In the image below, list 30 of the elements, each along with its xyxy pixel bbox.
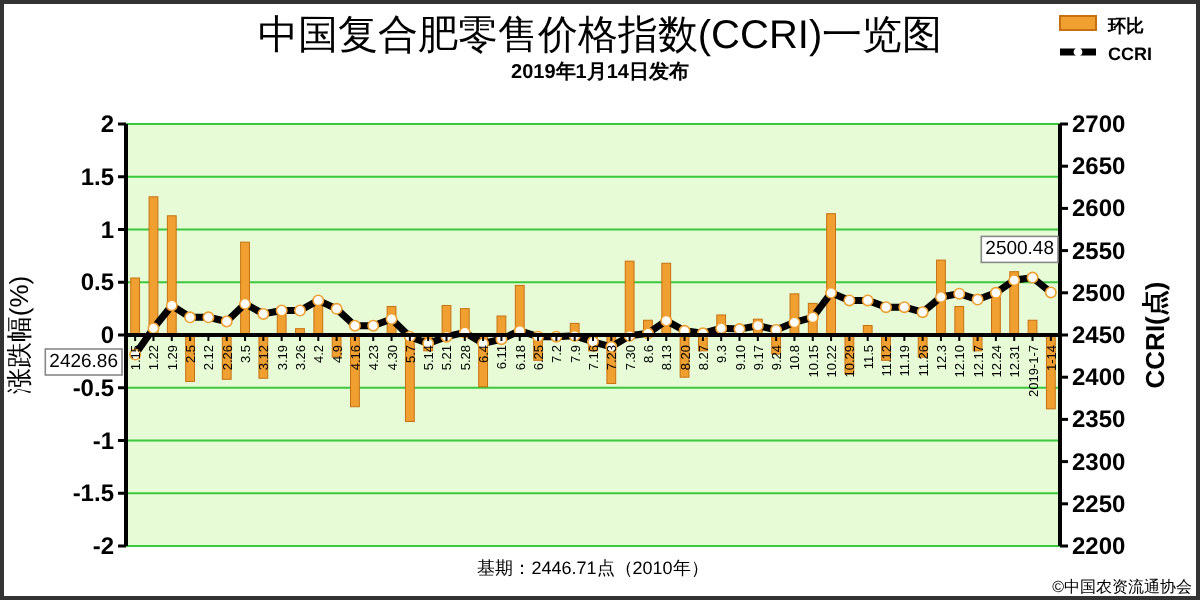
y2-tick-label: 2650: [1072, 152, 1127, 181]
data-label: 2500.48: [985, 238, 1054, 261]
y2-tick-label: 2700: [1072, 110, 1127, 138]
y2-tick-label: 2250: [1072, 489, 1127, 518]
y-tick-label: 1: [100, 215, 115, 244]
y-tick-label: -1: [92, 426, 115, 455]
y2-tick-label: 2450: [1072, 321, 1127, 349]
y2-tick-label: 2550: [1072, 236, 1127, 265]
y-tick-label: 2: [100, 110, 115, 138]
text: ©中国农资流通协会: [1052, 578, 1192, 596]
chart-subtitle: 2019年1月14日发布: [511, 60, 689, 84]
y-axis-title: 涨跌幅(%): [4, 275, 34, 395]
y2-tick-label: 2300: [1072, 447, 1127, 476]
y2-tick-label: 2500: [1072, 278, 1127, 307]
y-tick-label: -1.5: [72, 479, 115, 508]
chart-title: 中国复合肥零售价格指数(CCRI)一览图: [257, 14, 943, 58]
y2-axis-title: CCRI(点): [1140, 281, 1170, 389]
legend-label: 环比: [1106, 16, 1144, 36]
y2-tick-label: 2400: [1072, 363, 1127, 392]
y-tick-label: -0.5: [72, 373, 115, 402]
y2-tick-label: 2350: [1072, 405, 1127, 434]
y-tick-label: 0: [100, 321, 115, 349]
y2-tick-label: 2200: [1072, 532, 1127, 560]
text: 基期：2446.71点（2010年）: [477, 558, 709, 578]
y-tick-label: 0.5: [80, 268, 115, 297]
y-tick-label: -2: [92, 532, 115, 560]
legend-label: CCRI: [1108, 44, 1152, 64]
y2-tick-label: 2600: [1072, 194, 1127, 223]
y-tick-label: 1.5: [80, 162, 115, 191]
data-label: 2426.86: [49, 351, 118, 373]
